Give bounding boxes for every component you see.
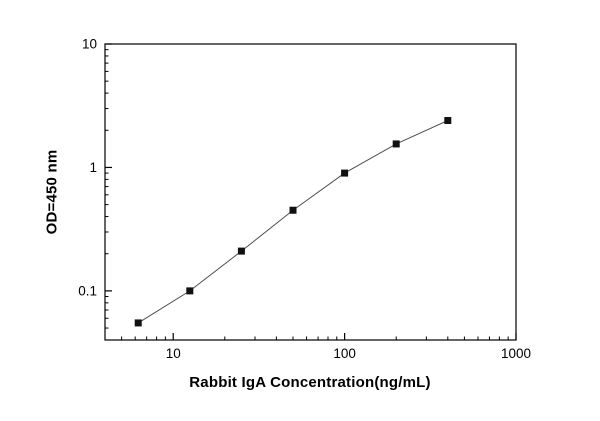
x-tick-label: 100 [333, 346, 356, 361]
data-point-marker [186, 287, 194, 295]
y-tick-label: 0.1 [78, 283, 97, 298]
x-axis-label: Rabbit IgA Concentration(ng/mL) [189, 374, 431, 391]
x-tick-label: 1000 [501, 346, 531, 361]
plot-frame [104, 43, 517, 341]
y-tick-label: 10 [82, 37, 97, 52]
data-point-marker [289, 206, 297, 214]
y-axis-label: OD=450 nm [43, 149, 61, 235]
data-point-marker [134, 319, 142, 327]
series-line [137, 120, 449, 324]
data-point-marker [444, 117, 452, 125]
data-point-marker [392, 140, 400, 148]
y-tick-label: 1 [89, 160, 97, 175]
x-tick-label: 10 [166, 346, 181, 361]
data-point-marker [237, 247, 245, 255]
data-point-marker [341, 169, 349, 177]
